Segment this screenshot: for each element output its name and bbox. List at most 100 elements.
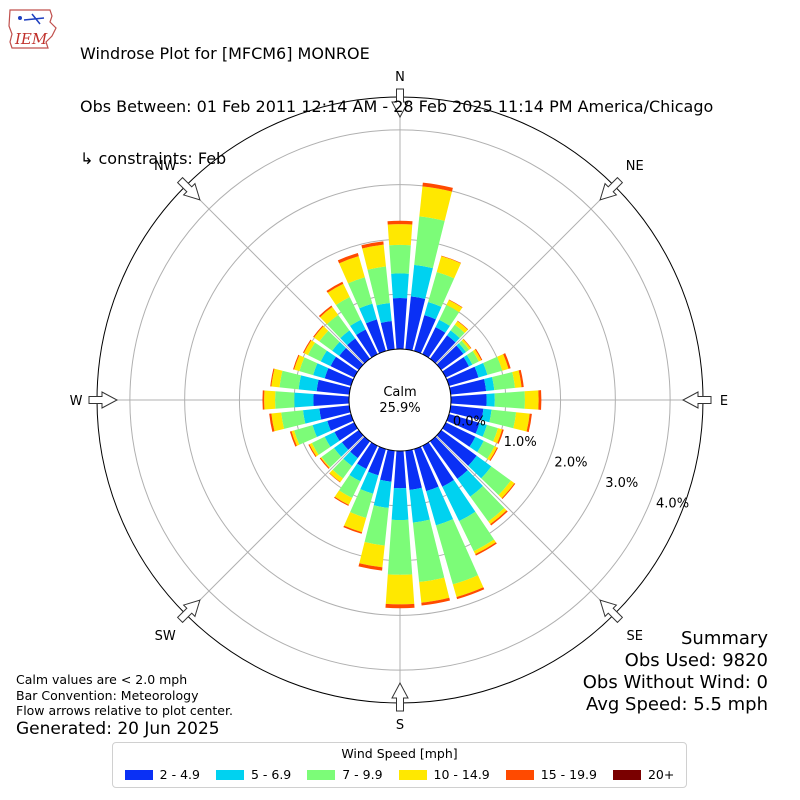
wind-bar-segment xyxy=(474,362,488,378)
wind-bar-segment xyxy=(490,510,508,526)
compass-labels: N NE E SE S SW W NW xyxy=(70,70,729,733)
wind-bar-segment xyxy=(477,440,495,459)
legend-items: 2 - 4.9 5 - 6.9 7 - 9.9 10 - 14.9 15 - 1… xyxy=(113,767,686,782)
wind-bar-segment xyxy=(484,377,495,391)
wind-bar-segment xyxy=(313,325,324,338)
wind-bar-segment xyxy=(279,370,302,390)
iem-logo: IEM xyxy=(8,9,57,49)
wind-bar-segment xyxy=(270,368,275,387)
wind-bar-segment xyxy=(365,319,386,354)
wind-bar-segment xyxy=(412,519,445,583)
wind-bar-segment xyxy=(414,315,436,354)
wind-bar-segment xyxy=(405,449,422,490)
wind-bar-segment xyxy=(466,350,479,365)
wind-bar-segment xyxy=(302,408,322,424)
legend-item: 10 - 14.9 xyxy=(398,767,490,782)
wind-bar-segment xyxy=(497,429,504,444)
grid-spoke xyxy=(185,185,365,365)
wind-bar-segment xyxy=(449,379,487,395)
wind-bar-segment xyxy=(350,489,374,519)
compass-label: E xyxy=(720,394,728,409)
wind-bar-segment xyxy=(389,244,411,274)
legend-title: Wind Speed [mph] xyxy=(341,746,458,761)
wind-bar-segment xyxy=(494,391,525,409)
wind-bar-segment xyxy=(324,431,340,447)
wind-bar-segment xyxy=(458,340,470,352)
wind-bar-segment xyxy=(387,220,413,225)
wind-bar-segment xyxy=(334,496,349,506)
wind-bar-segment xyxy=(347,338,371,364)
calm-circle xyxy=(348,348,452,452)
wind-bar-segment xyxy=(334,422,358,441)
wind-bar-segment xyxy=(320,457,331,469)
wind-bar-segment xyxy=(349,463,367,482)
wind-bar-segment xyxy=(482,424,498,442)
wind-bar-segment xyxy=(483,356,503,375)
flow-arrow xyxy=(599,599,624,624)
wind-bar-segment xyxy=(373,479,392,508)
wind-bar-segment xyxy=(391,273,409,299)
wind-bar-segment xyxy=(339,474,361,499)
legend-label: 7 - 9.9 xyxy=(342,767,383,782)
wind-bar-segment xyxy=(313,393,350,407)
wind-bar-segment xyxy=(359,303,377,324)
wind-bar-segment xyxy=(488,508,507,525)
wind-bar-segment xyxy=(308,444,317,458)
summary-obs-without-wind: Obs Without Wind: 0 xyxy=(582,672,768,693)
wind-bar-segment xyxy=(461,339,471,350)
wind-bar-segment xyxy=(364,505,389,546)
wind-bar-segment xyxy=(387,224,413,246)
logo-text: IEM xyxy=(14,30,48,48)
legend-label: 15 - 19.9 xyxy=(540,767,597,782)
wind-bar-segment xyxy=(385,574,415,605)
note-bar-convention: Bar Convention: Meteorology xyxy=(16,687,199,703)
wind-bar-segment xyxy=(335,297,361,326)
legend-item: 15 - 19.9 xyxy=(505,767,597,782)
wind-bar-segment xyxy=(474,348,483,361)
wind-bar-segment xyxy=(419,186,452,221)
note-calm: Calm values are < 2.0 mph xyxy=(16,672,188,687)
wind-bar-segment xyxy=(311,436,331,455)
wind-bar-segment xyxy=(429,335,456,364)
wind-bar-segment xyxy=(456,587,485,600)
wind-bar-segment xyxy=(470,485,505,522)
wind-bar-segment xyxy=(302,339,312,354)
wind-bar-segment xyxy=(357,442,378,469)
wind-bar-segment xyxy=(380,449,395,482)
wind-bar-segment xyxy=(298,375,319,392)
wind-bar-segment xyxy=(454,321,468,333)
wind-bar-segment xyxy=(385,603,415,609)
wind-bar-segment xyxy=(294,392,314,408)
wind-bar-segment xyxy=(324,368,354,386)
wind-bar-segment xyxy=(343,525,363,534)
wind-bar-segment xyxy=(429,436,468,479)
wind-bar-segment xyxy=(332,458,352,479)
radial-tick-label: 4.0% xyxy=(656,496,689,511)
flow-arrow xyxy=(681,391,712,409)
wind-bar-segment xyxy=(538,390,542,410)
wind-bar-segment xyxy=(343,451,358,467)
flow-arrow xyxy=(599,176,624,201)
wind-bar-segment xyxy=(442,357,469,378)
flow-arrow xyxy=(88,391,119,409)
wind-bar-segment xyxy=(350,319,366,336)
wind-bar-segment xyxy=(337,253,359,264)
flow-arrow xyxy=(176,599,201,624)
wind-bar-segment xyxy=(447,330,460,343)
wind-bar-segment xyxy=(334,490,353,505)
radial-tick-label: 3.0% xyxy=(605,476,638,491)
title-line-2: Obs Between: 01 Feb 2011 12:14 AM - 28 F… xyxy=(80,96,714,116)
wind-bar-segment xyxy=(316,379,351,395)
wind-bar-segment xyxy=(344,512,367,533)
legend-swatch xyxy=(612,769,641,780)
wind-bar-segment xyxy=(489,447,499,461)
legend-item: 2 - 4.9 xyxy=(124,767,200,782)
wind-bar-segment xyxy=(486,393,495,407)
wind-bar-segment xyxy=(330,356,358,378)
wind-bar-segment xyxy=(319,405,351,420)
wind-bar-segment xyxy=(435,319,450,333)
legend-swatch xyxy=(124,769,153,780)
wind-bar-segment xyxy=(271,412,285,432)
wind-bar-segment xyxy=(359,541,385,568)
wind-bar-segment xyxy=(493,428,503,444)
